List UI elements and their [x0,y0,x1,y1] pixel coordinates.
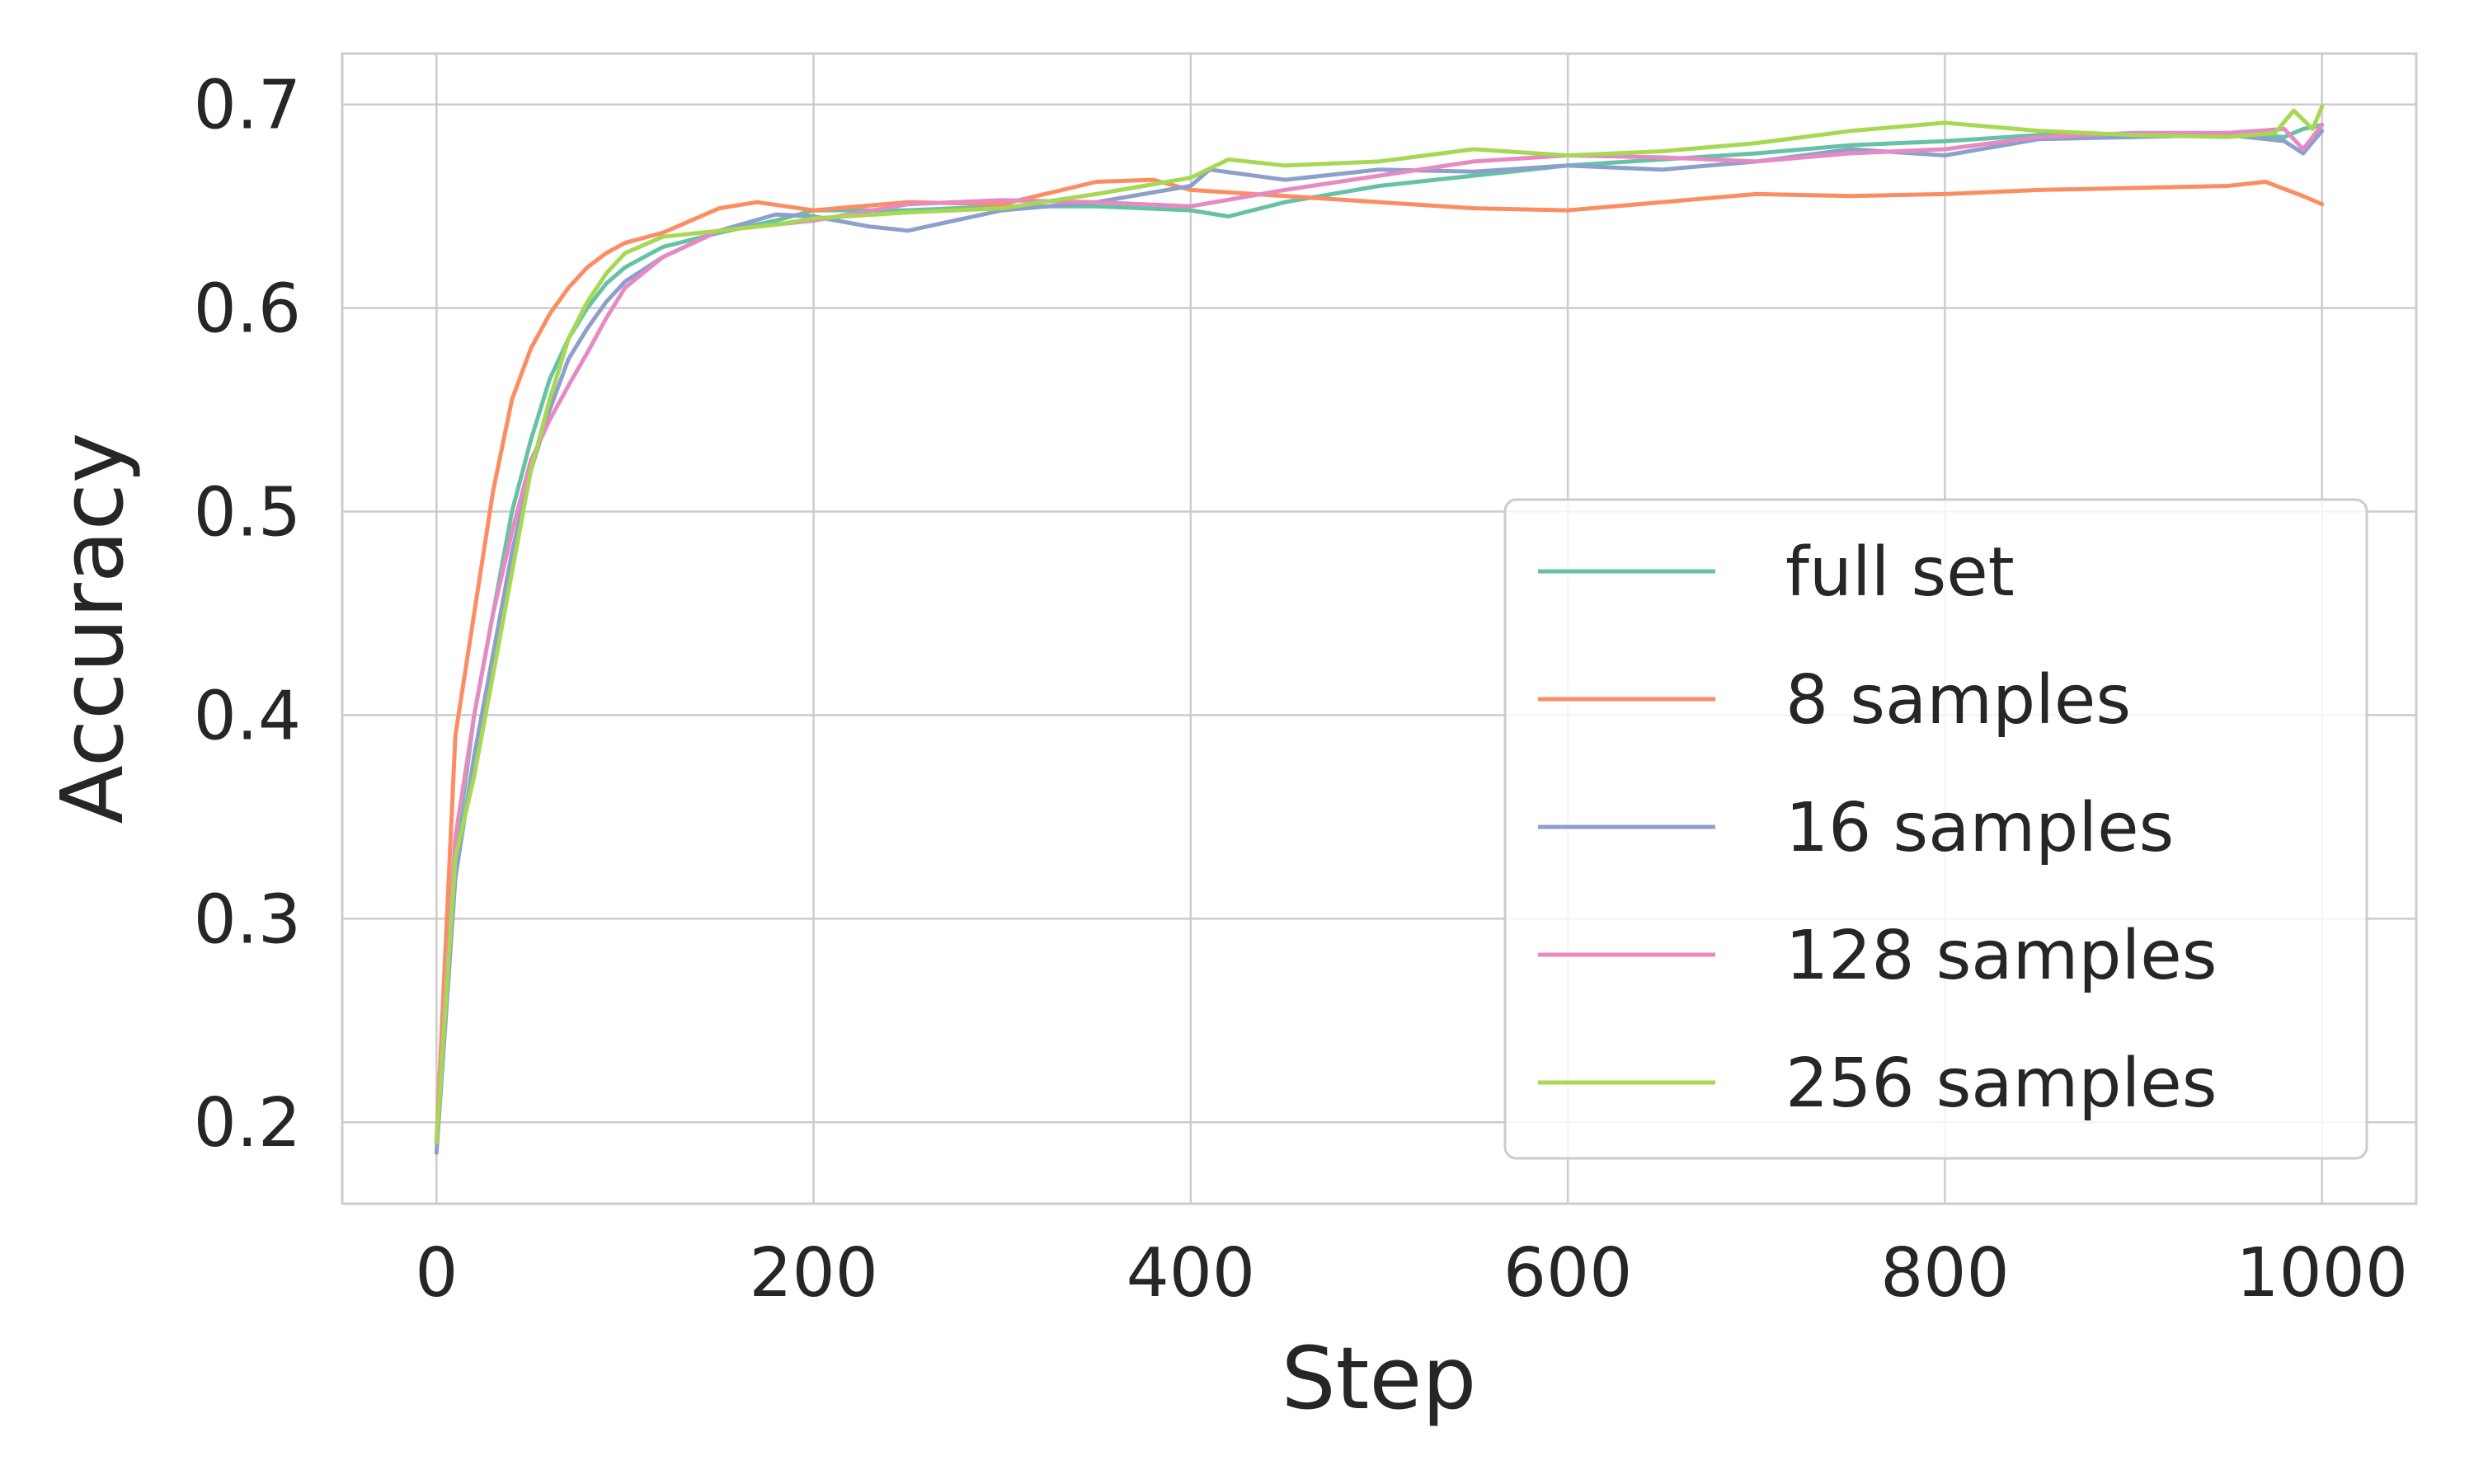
legend-label-16-samples: 16 samples [1785,789,2174,867]
legend-label-256-samples: 256 samples [1785,1045,2217,1123]
legend-frame [1503,498,2368,1160]
y-tick-label: 0.4 [194,677,301,755]
y-tick-label: 0.5 [194,474,301,552]
x-tick-label: 400 [1126,1234,1256,1313]
y-axis-title: Accuracy [42,433,143,824]
legend-label-8-samples: 8 samples [1785,661,2131,740]
x-tick-label: 1000 [2236,1234,2408,1313]
y-tick-label: 0.3 [194,881,301,959]
y-tick-labels: 0.2 0.3 0.4 0.5 0.6 0.7 [194,67,301,1163]
x-tick-label: 600 [1503,1234,1633,1313]
series-lines [434,104,2325,1155]
x-axis-title: Step [1282,1328,1477,1429]
y-tick-label: 0.2 [194,1084,301,1162]
y-tick-label: 0.7 [194,67,301,145]
x-tick-label: 800 [1880,1234,2010,1313]
legend-label-128-samples: 128 samples [1785,917,2217,995]
legend-items: full set 8 samples 16 samples 128 samples 25… [1538,533,2217,1123]
series-line-8-samples [434,177,2325,1145]
legend: full set 8 samples 16 samples 128 samples 25… [1503,498,2368,1160]
y-tick-label: 0.6 [194,270,301,349]
legend-label-full-set: full set [1785,533,2015,612]
series-line-256-samples [434,104,2325,1145]
x-tick-labels: 0 200 400 600 800 1000 [415,1234,2408,1313]
x-tick-label: 0 [415,1234,458,1313]
x-tick-label: 200 [749,1234,878,1313]
